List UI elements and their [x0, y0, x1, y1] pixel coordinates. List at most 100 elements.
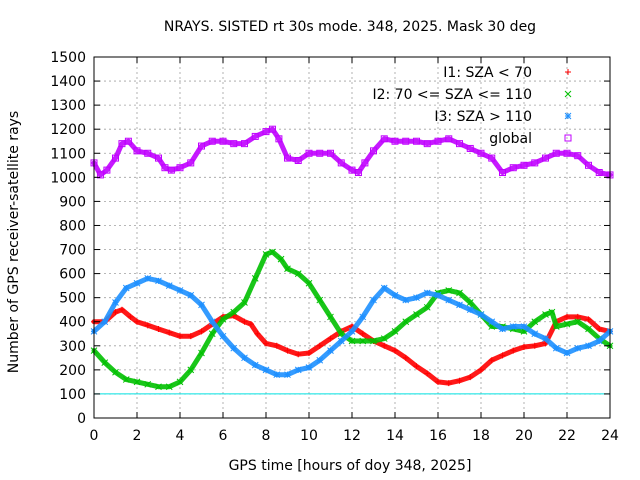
data-point	[563, 349, 571, 357]
data-point	[122, 376, 130, 383]
y-tick-label: 200	[59, 363, 86, 379]
data-point	[144, 322, 151, 329]
data-point	[198, 349, 205, 357]
data-point	[101, 318, 109, 326]
data-point	[413, 294, 420, 302]
data-point	[445, 287, 453, 294]
data-point	[548, 308, 556, 316]
data-point	[230, 344, 238, 352]
data-point	[574, 152, 582, 160]
data-point	[542, 154, 549, 162]
data-point	[262, 250, 270, 258]
data-point	[542, 311, 549, 318]
data-point	[466, 144, 474, 152]
data-point	[198, 142, 205, 150]
x-tick-label: 6	[219, 428, 228, 444]
data-point	[241, 140, 248, 148]
x-tick-label: 22	[558, 428, 576, 444]
y-tick-label: 1100	[50, 146, 86, 162]
data-point	[273, 371, 281, 379]
data-point	[144, 275, 152, 282]
y-tick-label: 1300	[50, 98, 86, 114]
x-tick-label: 2	[133, 428, 142, 444]
x-tick-label: 8	[262, 428, 271, 444]
data-point	[434, 291, 442, 299]
data-point	[133, 378, 141, 386]
data-point	[563, 149, 571, 157]
series-layer	[90, 125, 614, 391]
data-point	[509, 323, 517, 330]
data-point	[155, 325, 162, 332]
data-point	[251, 361, 259, 369]
data-point	[275, 135, 283, 143]
legend-marker	[564, 112, 572, 120]
data-point	[424, 370, 431, 377]
data-point	[391, 328, 399, 335]
data-point	[456, 377, 463, 384]
data-point	[413, 137, 420, 145]
data-point	[327, 335, 334, 342]
data-point	[434, 137, 442, 145]
series-3	[90, 275, 614, 379]
data-point	[316, 342, 323, 349]
data-point	[499, 325, 506, 333]
data-point	[521, 344, 527, 351]
data-point	[187, 366, 195, 374]
data-point	[247, 321, 254, 328]
data-point	[423, 303, 431, 311]
data-point	[187, 159, 195, 167]
y-tick-label: 1000	[50, 170, 86, 186]
data-point	[509, 164, 517, 172]
data-point	[348, 328, 356, 335]
data-point	[316, 356, 324, 364]
data-point	[456, 301, 463, 309]
data-point	[574, 318, 582, 326]
data-point	[359, 330, 366, 337]
data-point	[166, 329, 173, 336]
data-point	[467, 374, 474, 381]
data-point	[187, 291, 195, 299]
data-point	[337, 159, 345, 167]
data-point	[306, 350, 312, 357]
legend-label: I2: 70 <= SZA <= 110	[372, 87, 532, 103]
data-point	[370, 296, 377, 304]
y-tick-label: 600	[59, 267, 86, 283]
data-point	[595, 169, 603, 177]
data-point	[198, 301, 205, 309]
y-tick-label: 400	[59, 315, 86, 331]
x-axis-label: GPS time [hours of doy 348, 2025]	[229, 458, 472, 474]
data-point	[316, 296, 324, 304]
data-point	[103, 166, 111, 174]
data-point	[563, 320, 571, 328]
data-point	[596, 325, 603, 332]
data-point	[510, 347, 517, 354]
data-point	[435, 378, 441, 385]
data-point	[337, 330, 345, 338]
data-point	[122, 284, 130, 292]
data-point	[96, 171, 104, 179]
data-point	[127, 313, 134, 320]
series-trace	[91, 126, 613, 178]
y-tick-label: 300	[59, 339, 86, 355]
y-tick-label: 700	[59, 243, 86, 259]
data-point	[574, 313, 581, 320]
data-point	[144, 380, 152, 388]
data-point	[165, 383, 173, 391]
data-point	[585, 316, 592, 323]
data-point	[284, 265, 291, 273]
data-point	[176, 164, 184, 172]
chart-title: NRAYS. SISTED rt 30s mode. 348, 2025. Ma…	[164, 19, 536, 35]
data-point	[155, 277, 162, 285]
data-point	[477, 311, 485, 318]
data-point	[552, 344, 560, 352]
x-tick-label: 12	[343, 428, 361, 444]
data-point	[294, 366, 302, 374]
legend-label: global	[489, 131, 532, 147]
legend-label: I3: SZA > 110	[434, 109, 532, 125]
data-point	[112, 368, 119, 376]
data-point	[112, 154, 119, 162]
data-point	[445, 296, 453, 304]
data-point	[133, 147, 141, 155]
data-point	[305, 149, 313, 157]
